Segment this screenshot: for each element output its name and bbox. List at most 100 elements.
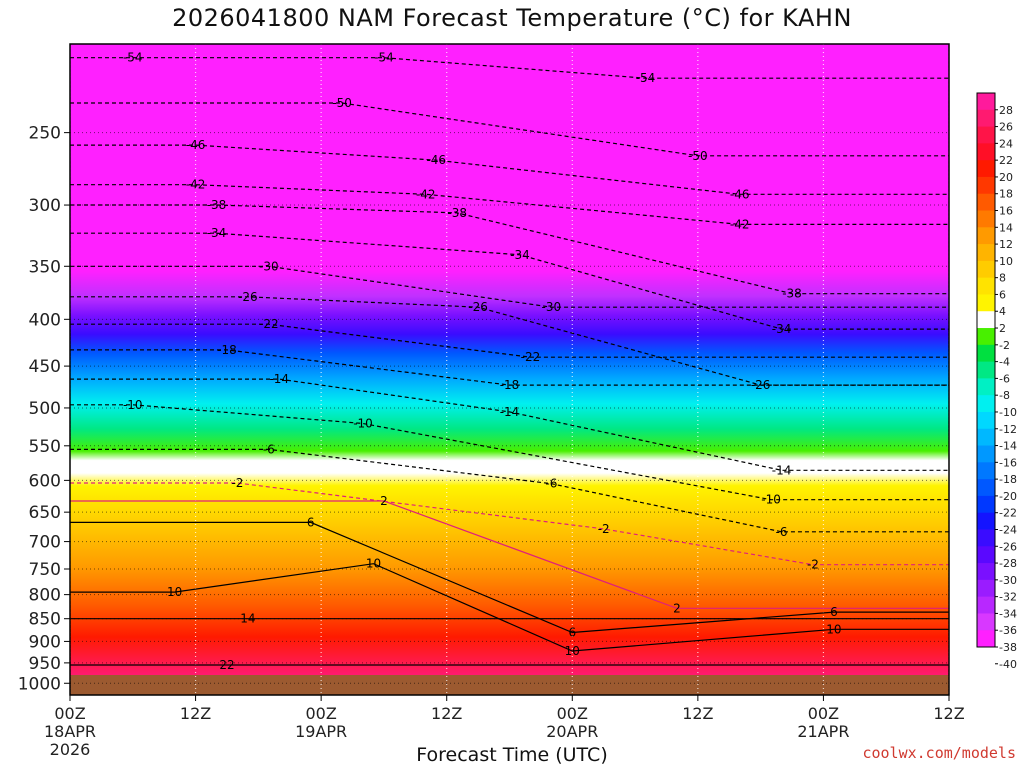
colorbar-swatch [977, 445, 995, 463]
contour-label: -54 [123, 51, 143, 65]
colorbar-label: 16 [999, 205, 1013, 218]
colorbar-swatch [977, 294, 995, 312]
x-tick-label: 00Z [557, 704, 588, 723]
x-tick-label: 12Z [682, 704, 713, 723]
colorbar-swatch [977, 411, 995, 430]
y-tick-label: 400 [29, 310, 61, 330]
contour-line [70, 232, 949, 330]
colorbar-swatch [977, 579, 995, 598]
colorbar-swatch [977, 479, 995, 497]
contour-line [70, 296, 949, 386]
colorbar-swatch [977, 210, 995, 228]
colorbar-label: 14 [999, 221, 1013, 234]
contour-label: -38 [207, 198, 227, 212]
contour-label: -46 [186, 138, 206, 152]
x-tick-label: 00Z [54, 704, 85, 723]
site-credit: coolwx.com/models [862, 744, 1016, 762]
contour-label: 2 [380, 494, 388, 508]
colorbar-swatch [977, 378, 995, 396]
colorbar-label: -4 [999, 356, 1010, 369]
contour-label: -2 [807, 558, 819, 572]
colorbar-label: 2 [999, 322, 1006, 335]
x-date-label: 18APR [44, 722, 96, 741]
y-tick-label: 350 [29, 257, 61, 277]
x-tick-label: 00Z [305, 704, 336, 723]
colorbar-swatch [977, 344, 995, 363]
contour-lines [70, 57, 949, 666]
colorbar-label: -28 [999, 557, 1017, 570]
contour-label: -18 [500, 378, 520, 392]
contour-label: -50 [688, 149, 708, 163]
chart-title: 2026041800 NAM Forecast Temperature (°C)… [172, 4, 852, 32]
y-axis: 2503003504004505005506006507007508008509… [18, 124, 70, 694]
colorbar-swatch [977, 126, 995, 144]
contour-label: -42 [416, 187, 436, 201]
contour-label: -34 [772, 322, 792, 336]
contour-label: -30 [259, 259, 279, 273]
contour-label: 14 [240, 612, 255, 626]
colorbar-label: -6 [999, 372, 1010, 385]
contour-label: -22 [259, 317, 279, 331]
y-tick-label: 600 [29, 471, 61, 491]
colorbar-swatch [977, 613, 995, 631]
y-tick-label: 450 [29, 357, 61, 377]
temperature-field [70, 44, 949, 675]
contour-label: -6 [545, 477, 557, 491]
x-date-label: 20APR [546, 722, 598, 741]
colorbar-swatch [977, 328, 995, 346]
colorbar-label: -20 [999, 490, 1017, 503]
colorbar-label: 10 [999, 255, 1013, 268]
x-tick-label: 12Z [933, 704, 964, 723]
contour-label: -10 [761, 493, 781, 507]
y-tick-label: 950 [29, 654, 61, 674]
colorbar-label: -24 [999, 523, 1017, 536]
colorbar-swatch [977, 546, 995, 564]
colorbar-label: -8 [999, 389, 1010, 402]
contour-line [70, 204, 949, 295]
colorbar-label: -14 [999, 440, 1017, 453]
y-tick-label: 750 [29, 560, 61, 580]
colorbar-label: 28 [999, 104, 1013, 117]
contour-label: -26 [751, 378, 771, 392]
colorbar-swatch [977, 143, 995, 161]
contour-label: -42 [730, 217, 750, 231]
contour-label: -14 [269, 372, 289, 386]
contour-label: -34 [510, 248, 530, 262]
colorbar-swatch [977, 563, 995, 581]
colorbar-label: -12 [999, 423, 1017, 436]
contour-label: 6 [568, 625, 576, 639]
colorbar-label: 12 [999, 238, 1013, 251]
ground-layer [70, 675, 949, 695]
contour-label: 22 [219, 658, 234, 672]
contour-line [70, 144, 949, 195]
y-tick-label: 850 [29, 610, 61, 630]
colorbar-label: -32 [999, 591, 1017, 604]
contour-label: -2 [231, 476, 243, 490]
colorbar-frame [976, 92, 996, 648]
colorbar-swatch [977, 630, 995, 648]
contour-label: -54 [636, 71, 656, 85]
contour-line [70, 448, 949, 533]
colorbar-swatch [977, 311, 995, 329]
colorbar-swatch [977, 227, 995, 245]
colorbar-swatch [977, 361, 995, 379]
x-tick-label: 12Z [431, 704, 462, 723]
y-tick-label: 550 [29, 437, 61, 457]
colorbar-label: -22 [999, 507, 1017, 520]
contour-labels: -54 -54-54-50-50-46-46-46-42-42-42-38-38-… [123, 51, 842, 672]
x-date-label: 21APR [797, 722, 849, 741]
contour-line [70, 378, 949, 471]
colorbar-label: -38 [999, 641, 1017, 654]
y-tick-label: 650 [29, 503, 61, 523]
contour-line [70, 102, 949, 157]
colorbar-swatch [977, 109, 995, 128]
contour-line [70, 482, 949, 566]
contour-label: -42 [186, 178, 206, 192]
contour-label: -18 [217, 343, 237, 357]
colorbar-swatch [977, 260, 995, 279]
x-year-label: 2026 [50, 740, 91, 759]
contour-label: -14 [772, 463, 792, 477]
colorbar: 28 26 24 22 20 18 16 14 12 10 8 6 4 2 -2 -4 -6 -8 -10 -12 -1… [976, 92, 1017, 671]
